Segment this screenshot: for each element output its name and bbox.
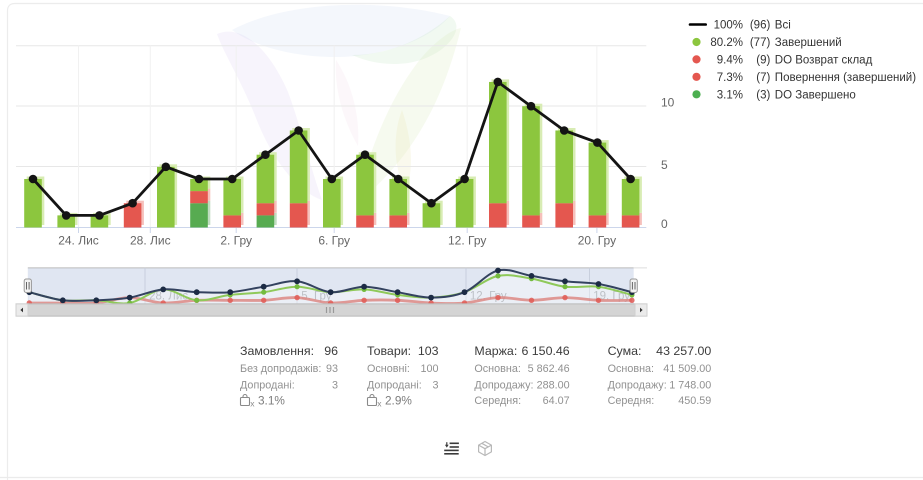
svg-text:Сума:: Сума: — [608, 344, 642, 358]
svg-text:6. Гру: 6. Гру — [318, 234, 350, 248]
svg-text:3.1%: 3.1% — [258, 393, 285, 407]
svg-text:100: 100 — [420, 363, 438, 375]
svg-text:100%: 100% — [714, 20, 743, 32]
svg-text:(3): (3) — [756, 90, 770, 102]
svg-text:DO Возврат склад: DO Возврат склад — [775, 55, 873, 67]
svg-text:93: 93 — [326, 363, 338, 375]
svg-text:(7): (7) — [756, 72, 770, 84]
svg-text:Завершений: Завершений — [775, 37, 842, 49]
svg-text:64.07: 64.07 — [543, 395, 570, 407]
svg-text:450.59: 450.59 — [678, 395, 711, 407]
svg-text:9.4%: 9.4% — [717, 55, 743, 67]
svg-text:2. Гру: 2. Гру — [220, 234, 252, 248]
svg-text:288.00: 288.00 — [537, 379, 570, 391]
svg-text:x: x — [250, 399, 255, 409]
svg-text:Допродажу:: Допродажу: — [474, 379, 533, 391]
svg-text:x: x — [377, 399, 382, 409]
svg-text:1 748.00: 1 748.00 — [669, 379, 711, 391]
svg-text:Допродані:: Допродані: — [367, 379, 422, 391]
svg-text:Без допродажів:: Без допродажів: — [240, 363, 321, 375]
svg-text:7.3%: 7.3% — [717, 72, 743, 84]
svg-text:10: 10 — [661, 96, 675, 110]
svg-text:41 509.00: 41 509.00 — [663, 363, 711, 375]
svg-text:2.9%: 2.9% — [385, 393, 412, 407]
svg-text:Середня:: Середня: — [474, 395, 521, 407]
svg-text:Основна:: Основна: — [474, 363, 520, 375]
svg-text:Допродані:: Допродані: — [240, 379, 295, 391]
svg-text:Повернення (завершений): Повернення (завершений) — [775, 72, 916, 84]
svg-text:103: 103 — [418, 344, 439, 358]
svg-text:3: 3 — [432, 379, 438, 391]
svg-text:DO Завершено: DO Завершено — [775, 90, 856, 102]
svg-text:3: 3 — [332, 379, 338, 391]
svg-text:20. Гру: 20. Гру — [578, 234, 616, 248]
svg-text:Замовлення:: Замовлення: — [240, 344, 314, 358]
svg-text:Основні:: Основні: — [367, 363, 410, 375]
svg-text:Допродажу:: Допродажу: — [608, 379, 667, 391]
svg-text:5 862.46: 5 862.46 — [528, 363, 570, 375]
svg-text:96: 96 — [324, 344, 338, 358]
svg-text:28. Лис: 28. Лис — [130, 234, 171, 248]
svg-text:43 257.00: 43 257.00 — [656, 344, 711, 358]
svg-text:5: 5 — [661, 158, 668, 172]
svg-text:Маржа:: Маржа: — [474, 344, 517, 358]
svg-text:Середня:: Середня: — [608, 395, 655, 407]
svg-text:Товари:: Товари: — [367, 344, 411, 358]
svg-text:24. Лис: 24. Лис — [58, 234, 99, 248]
svg-text:(96): (96) — [750, 20, 771, 32]
svg-text:Основна:: Основна: — [608, 363, 654, 375]
svg-text:3.1%: 3.1% — [717, 90, 743, 102]
svg-text:0: 0 — [661, 217, 668, 231]
svg-text:6 150.46: 6 150.46 — [521, 344, 569, 358]
svg-text:(9): (9) — [756, 55, 770, 67]
svg-text:Всі: Всі — [775, 20, 791, 32]
svg-text:12. Гру: 12. Гру — [448, 234, 486, 248]
svg-text:80.2%: 80.2% — [710, 37, 743, 49]
svg-text:(77): (77) — [750, 37, 771, 49]
